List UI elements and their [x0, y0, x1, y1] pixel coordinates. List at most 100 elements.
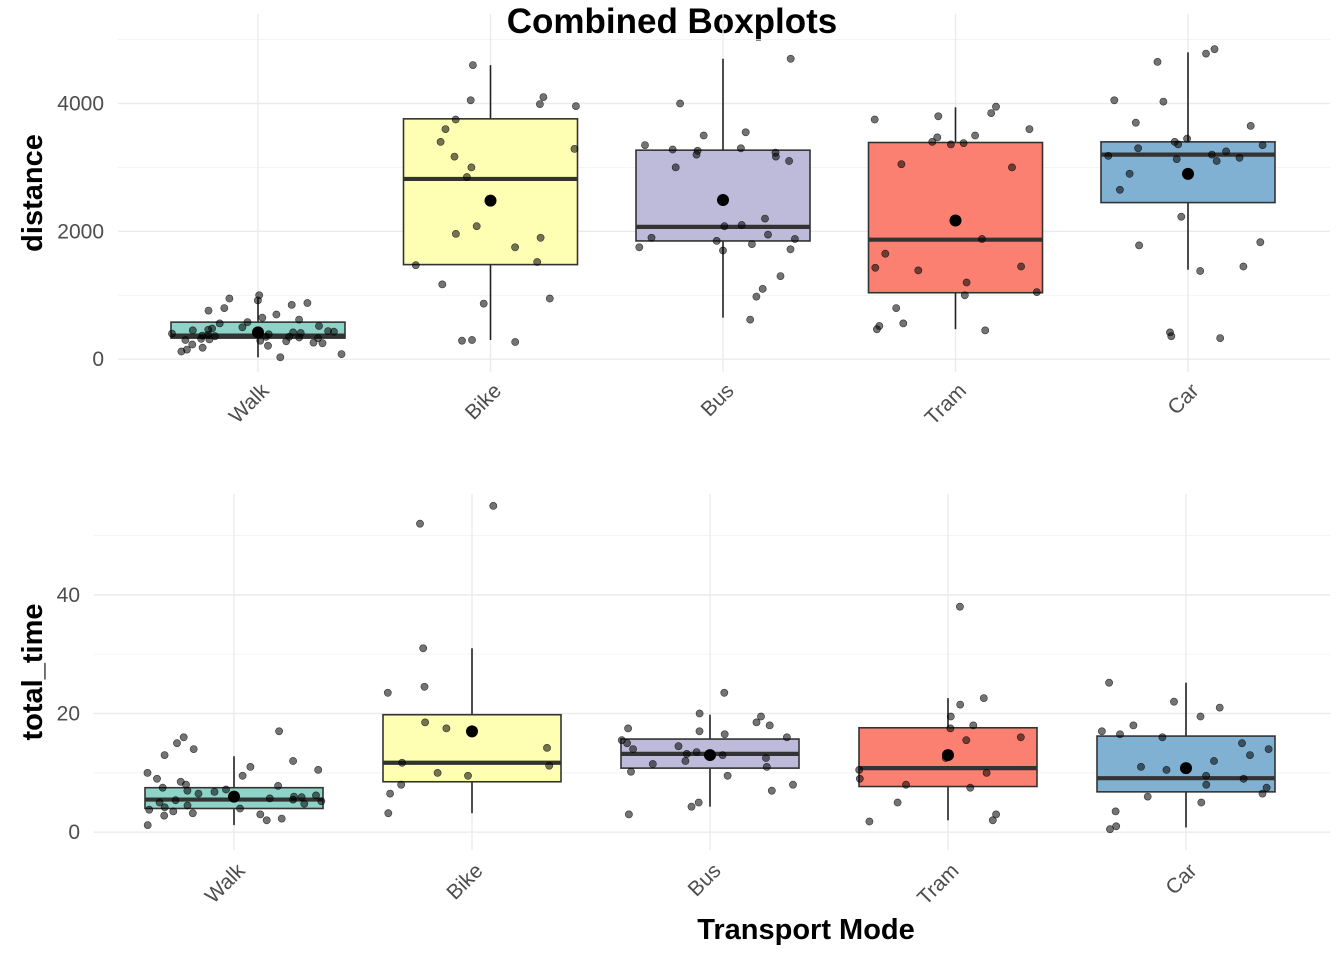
- x-axis-label: Transport Mode: [697, 914, 915, 946]
- data-point: [982, 769, 991, 777]
- mean-point: [949, 214, 962, 227]
- data-point: [466, 96, 475, 105]
- data-point: [1238, 739, 1246, 748]
- data-point: [464, 771, 472, 780]
- data-point: [1098, 727, 1106, 736]
- data-point: [1125, 169, 1134, 178]
- data-point: [419, 644, 428, 653]
- x-tick-label: Bike: [442, 859, 487, 904]
- data-point: [462, 173, 471, 181]
- data-point: [324, 327, 332, 335]
- data-point: [272, 310, 281, 319]
- data-point: [1258, 141, 1267, 149]
- data-point: [297, 793, 306, 802]
- data-point: [695, 727, 704, 736]
- x-tick-label: Tram: [921, 379, 971, 429]
- data-point: [479, 299, 488, 308]
- data-point: [220, 304, 229, 312]
- data-point: [398, 758, 406, 767]
- data-point: [1212, 157, 1221, 165]
- data-point: [438, 280, 447, 289]
- data-point: [238, 771, 247, 780]
- data-point: [416, 519, 424, 528]
- data-point: [737, 144, 745, 153]
- data-point: [179, 733, 188, 742]
- data-point: [436, 137, 445, 146]
- data-point: [752, 292, 761, 301]
- data-point: [256, 810, 265, 819]
- data-point: [871, 263, 880, 272]
- data-point: [303, 299, 312, 307]
- data-point: [296, 329, 305, 337]
- data-point: [1104, 151, 1113, 160]
- data-point: [420, 682, 429, 691]
- data-point: [1196, 712, 1205, 721]
- data-point: [1202, 49, 1210, 58]
- data-point: [194, 789, 203, 798]
- data-point: [978, 235, 986, 243]
- data-point: [1159, 97, 1168, 106]
- data-point: [764, 230, 772, 239]
- box-bike: [382, 713, 562, 783]
- data-point: [264, 341, 272, 350]
- data-point: [290, 792, 298, 801]
- data-point: [265, 794, 274, 803]
- data-point: [210, 788, 219, 796]
- data-point: [1116, 185, 1124, 194]
- data-point: [1162, 766, 1171, 774]
- data-point: [746, 315, 755, 324]
- data-point: [275, 727, 283, 736]
- data-point: [312, 791, 320, 800]
- data-point: [472, 222, 481, 231]
- data-point: [946, 724, 955, 733]
- data-point: [511, 243, 519, 252]
- data-point: [674, 742, 683, 751]
- x-tick-label: Walk: [225, 379, 274, 428]
- data-point: [384, 809, 393, 818]
- data-point: [1258, 789, 1267, 798]
- data-point: [1216, 334, 1225, 342]
- data-point: [1131, 118, 1140, 127]
- x-tick-label: Bike: [461, 379, 506, 424]
- y-tick-label: 2000: [57, 220, 104, 243]
- data-point: [1208, 150, 1216, 159]
- data-point: [870, 115, 879, 124]
- data-point: [383, 688, 392, 697]
- data-point: [171, 796, 180, 805]
- mean-point: [1182, 167, 1194, 180]
- data-point: [295, 315, 303, 324]
- data-point: [720, 688, 729, 697]
- data-point: [928, 137, 937, 146]
- data-point: [173, 739, 181, 748]
- data-point: [897, 160, 906, 169]
- box-bike: [402, 118, 579, 266]
- data-point: [511, 338, 520, 346]
- data-point: [158, 783, 167, 792]
- data-point: [1112, 822, 1121, 831]
- data-point: [433, 769, 442, 777]
- mean-point: [942, 749, 954, 762]
- data-point: [1111, 807, 1120, 816]
- data-point: [865, 817, 874, 826]
- data-point: [1202, 780, 1211, 789]
- data-point: [776, 272, 785, 280]
- data-point: [762, 763, 771, 771]
- data-point: [934, 112, 943, 121]
- data-point: [441, 125, 450, 134]
- data-point: [545, 294, 554, 303]
- y-tick-label: 4000: [57, 93, 104, 116]
- data-point: [992, 810, 1000, 819]
- data-point: [761, 214, 769, 223]
- data-point: [386, 789, 394, 798]
- x-tick-label: Bus: [684, 859, 726, 901]
- data-point: [1032, 288, 1041, 296]
- data-point: [536, 100, 544, 108]
- data-point: [315, 322, 323, 330]
- data-point: [276, 353, 285, 362]
- data-point: [450, 152, 459, 161]
- data-point: [337, 350, 346, 358]
- data-point: [204, 306, 213, 315]
- data-point: [765, 721, 774, 730]
- data-point: [155, 798, 164, 807]
- data-point: [176, 777, 185, 786]
